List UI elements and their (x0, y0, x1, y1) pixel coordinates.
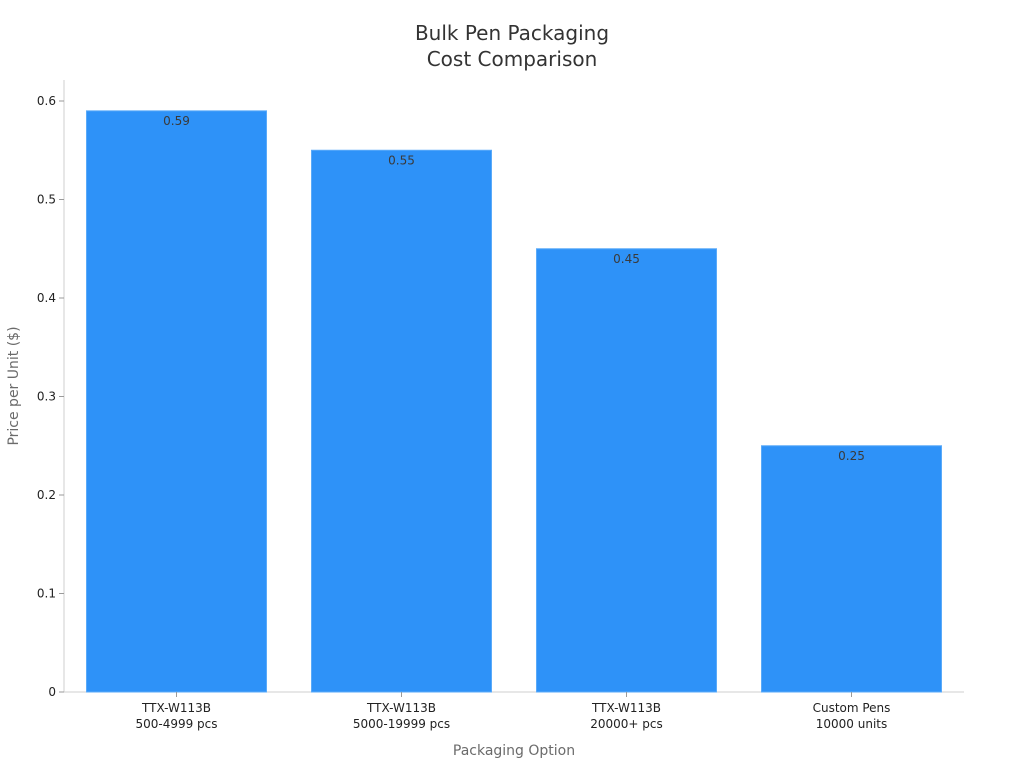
x-tick-label: TTX-W113B 500-4999 pcs (135, 701, 217, 731)
x-tick-label: Custom Pens 10000 units (813, 701, 891, 731)
plot-area: 0 0.1 0.2 0.3 0.4 0.5 0.6 0.59 TTX-W113B 500-4999… (37, 80, 964, 731)
x-tick-label: TTX-W113B 5000-19999 pcs (353, 701, 450, 731)
y-tick-label: 0 (48, 685, 56, 699)
x-tick-label-line: 20000+ pcs (590, 717, 663, 731)
x-tick-label-line: TTX-W113B (366, 701, 436, 715)
y-tick-label: 0.5 (37, 193, 56, 207)
x-tick-label-line: 10000 units (816, 717, 888, 731)
bar (536, 248, 717, 693)
chart-title-line-2: Cost Comparison (427, 47, 598, 71)
x-tick-label-line: TTX-W113B (141, 701, 211, 715)
x-axis-title: Packaging Option (453, 743, 575, 759)
bar (761, 445, 942, 693)
y-tick-label: 0.1 (37, 587, 56, 601)
y-tick-label: 0.4 (37, 291, 56, 305)
bar (311, 149, 492, 693)
bar-value-label: 0.25 (838, 449, 865, 463)
y-tick-label: 0.6 (37, 94, 56, 108)
y-tick-label: 0.2 (37, 488, 56, 502)
bar (86, 110, 267, 693)
x-tick-label-line: 500-4999 pcs (135, 717, 217, 731)
y-axis-title: Price per Unit ($) (6, 326, 22, 445)
bar-value-label: 0.55 (388, 153, 415, 167)
bar-value-label: 0.45 (613, 252, 640, 266)
x-tick-label-line: 5000-19999 pcs (353, 717, 450, 731)
y-tick-label: 0.3 (37, 390, 56, 404)
x-tick-label-line: Custom Pens (813, 701, 891, 715)
x-tick-label: TTX-W113B 20000+ pcs (590, 701, 663, 731)
bar-value-label: 0.59 (163, 114, 190, 128)
x-tick-label-line: TTX-W113B (591, 701, 661, 715)
chart-title-line-1: Bulk Pen Packaging (415, 21, 609, 45)
